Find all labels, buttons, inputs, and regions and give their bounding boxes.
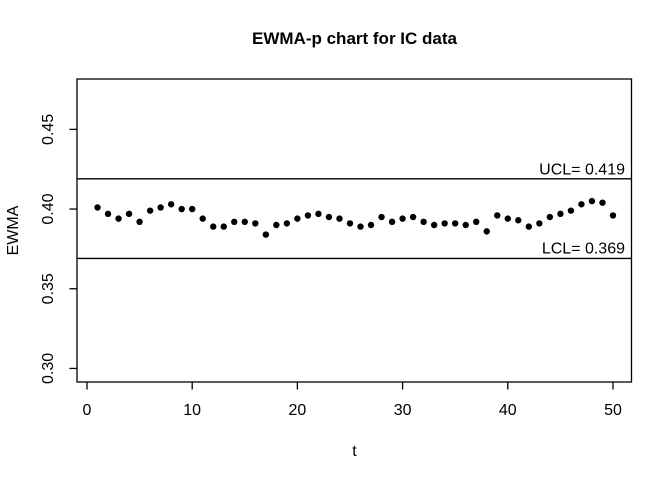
data-point	[430, 221, 438, 229]
data-point	[104, 210, 112, 218]
ucl-label: UCL= 0.419	[539, 161, 625, 178]
data-point	[504, 215, 511, 222]
data-point	[167, 201, 175, 208]
data-point	[462, 221, 469, 229]
data-point	[546, 213, 554, 221]
y-tick-label: 0.45	[40, 114, 57, 145]
plot-box	[76, 78, 633, 383]
data-point	[210, 223, 217, 230]
y-axis-label: EWMA	[5, 205, 22, 255]
data-point	[578, 201, 585, 208]
data-point	[588, 197, 596, 205]
data-point	[515, 217, 522, 224]
data-point	[473, 218, 480, 226]
data-point	[231, 218, 238, 226]
data-point	[378, 213, 385, 221]
data-point	[178, 205, 185, 213]
data-point	[252, 220, 259, 227]
data-point	[399, 215, 406, 222]
data-point	[125, 210, 133, 218]
data-point	[525, 223, 533, 230]
data-point	[220, 223, 227, 230]
data-point	[325, 213, 333, 221]
y-tick-label: 0.30	[40, 353, 57, 384]
x-tick-label: 0	[83, 402, 92, 419]
data-point	[115, 215, 122, 222]
data-point	[409, 213, 417, 221]
data-point	[283, 220, 291, 227]
data-point	[199, 215, 206, 222]
x-axis-label: t	[352, 443, 357, 460]
data-point	[609, 212, 617, 219]
data-points	[94, 197, 617, 238]
data-point	[536, 220, 543, 227]
data-point	[346, 220, 354, 227]
x-tick-label: 40	[499, 402, 517, 419]
data-point	[357, 223, 364, 230]
data-point	[157, 204, 164, 211]
data-point	[304, 212, 312, 219]
data-point	[599, 199, 606, 206]
data-point	[451, 220, 459, 227]
data-point	[294, 215, 301, 222]
chart-title: EWMA-p chart for IC data	[252, 29, 457, 48]
data-point	[494, 212, 501, 219]
data-point	[136, 218, 143, 226]
data-point	[315, 210, 322, 218]
data-point	[94, 204, 101, 211]
y-tick-label: 0.35	[40, 273, 57, 304]
data-point	[441, 220, 448, 227]
data-point	[420, 218, 427, 226]
axes: 0 10 20 30 40 50 0.30 0.35 0.40 0.45	[40, 114, 622, 419]
data-point	[241, 218, 248, 226]
data-point	[483, 228, 490, 235]
data-point	[146, 207, 154, 214]
control-limit-lines	[77, 178, 632, 260]
data-point	[388, 218, 396, 226]
lcl-label: LCL= 0.369	[542, 240, 625, 257]
y-tick-label: 0.40	[40, 193, 57, 224]
x-tick-label: 20	[288, 402, 306, 419]
data-point	[336, 215, 343, 222]
x-tick-label: 50	[604, 402, 622, 419]
data-point	[273, 221, 280, 229]
x-tick-label: 30	[394, 402, 412, 419]
data-point	[262, 231, 270, 238]
data-point	[557, 210, 564, 218]
data-point	[367, 221, 375, 229]
x-tick-label: 10	[183, 402, 201, 419]
data-point	[188, 205, 196, 213]
data-point	[567, 207, 575, 214]
